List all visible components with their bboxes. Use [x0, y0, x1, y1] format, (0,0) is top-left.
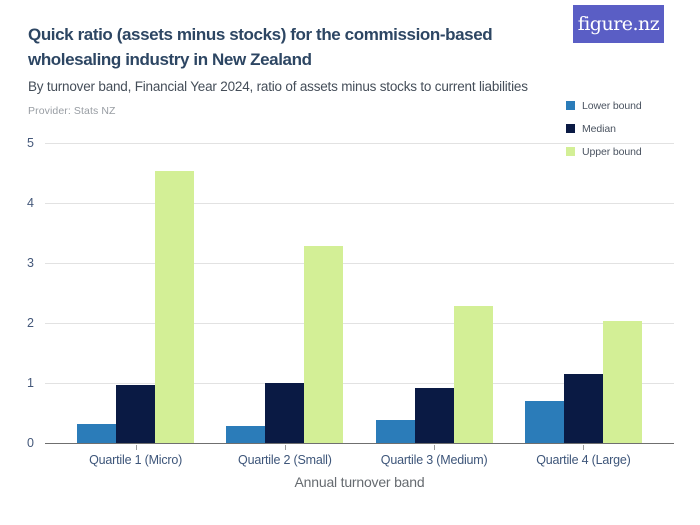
legend-swatch-icon	[566, 147, 575, 156]
legend-swatch-icon	[566, 124, 575, 133]
x-tick-label: Quartile 1 (Micro)	[89, 453, 183, 467]
legend-label: Median	[582, 122, 616, 135]
bar-median	[116, 385, 156, 443]
bar-upper-bound	[453, 306, 493, 443]
figure-nz-logo[interactable]: figure.nz	[573, 5, 664, 43]
x-tick-label: Quartile 3 (Medium)	[380, 453, 488, 467]
gridline	[45, 322, 674, 324]
bar-group: Quartile 1 (Micro)	[61, 143, 210, 467]
bar-lower-bound	[524, 401, 564, 443]
y-tick-label: 4	[27, 196, 34, 210]
bar-group: Quartile 4 (Large)	[509, 143, 658, 467]
provider-label: Provider: Stats NZ	[28, 105, 116, 117]
x-axis-tick	[583, 445, 585, 450]
y-tick-label: 1	[27, 376, 34, 390]
bar-group: Quartile 2 (Small)	[210, 143, 359, 467]
x-tick-label: Quartile 2 (Small)	[238, 453, 332, 467]
y-tick-label: 0	[27, 436, 34, 450]
chart-title: Quick ratio (assets minus stocks) for th…	[28, 25, 493, 69]
bar-upper-bound	[155, 170, 195, 443]
bar-upper-bound	[304, 245, 344, 443]
bar-median	[563, 374, 603, 443]
y-tick-label: 3	[27, 256, 34, 270]
x-tick-label: Quartile 4 (Large)	[536, 453, 631, 467]
bar-lower-bound	[226, 425, 266, 443]
x-axis-tick	[135, 445, 137, 450]
gridline	[45, 382, 674, 384]
legend-label: Lower bound	[582, 99, 642, 112]
bar-group: Quartile 3 (Medium)	[360, 143, 509, 467]
legend-item: Median	[566, 117, 642, 140]
bar-median	[414, 388, 454, 443]
bar-upper-bound	[602, 321, 642, 443]
bar-lower-bound	[375, 419, 415, 443]
gridline	[45, 142, 674, 144]
bar-lower-bound	[77, 423, 117, 443]
bar-groups: Quartile 1 (Micro) Quartile 2 (Small) Quar…	[45, 143, 674, 467]
legend-label: Upper bound	[582, 145, 642, 158]
legend: Lower bound Median Upper bound	[566, 94, 642, 163]
x-axis-tick	[434, 445, 436, 450]
x-axis-title: Annual turnover band	[294, 474, 425, 490]
x-axis-tick	[284, 445, 286, 450]
y-tick-label: 5	[27, 136, 34, 150]
legend-swatch-icon	[566, 101, 575, 110]
bar-median	[265, 383, 305, 443]
gridline	[45, 262, 674, 264]
plot-area: 0 1 2 3 4 5 Quartile 1 (Micro) Quartile 2 (Sma…	[27, 136, 674, 467]
legend-item: Lower bound	[566, 94, 642, 117]
grid-layer: 0 1 2 3 4 5	[27, 136, 674, 450]
legend-item: Upper bound	[566, 140, 642, 163]
chart-subtitle: By turnover band, Financial Year 2024, r…	[28, 79, 528, 94]
y-tick-label: 2	[27, 316, 34, 330]
gridline	[45, 202, 674, 204]
